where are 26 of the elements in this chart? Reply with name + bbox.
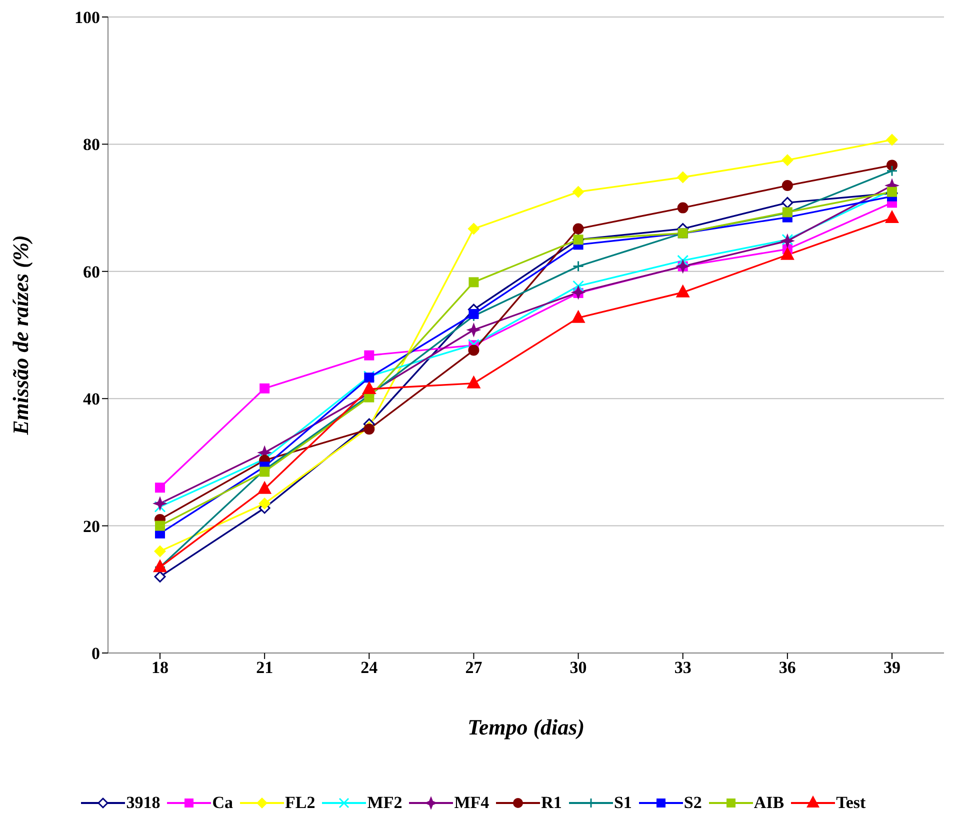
legend-label: S2 — [684, 793, 702, 813]
y-axis-title: Emissão de raízes (%) — [8, 235, 33, 436]
x-tick-label: 39 — [884, 658, 900, 678]
legend-label: FL2 — [285, 793, 316, 813]
x-tick-label: 30 — [570, 658, 587, 678]
legend-label: Ca — [212, 793, 234, 813]
legend-label: Test — [836, 793, 866, 813]
x-tick-label: 24 — [360, 658, 378, 678]
legend-label: 3918 — [126, 793, 160, 813]
x-axis-title: Tempo (dias) — [467, 714, 585, 740]
x-tick-label: 36 — [778, 658, 796, 678]
y-tick-label: 20 — [83, 516, 100, 536]
y-tick-label: 0 — [92, 644, 100, 664]
legend-label: S1 — [614, 793, 632, 813]
x-tick-label: 21 — [256, 658, 274, 678]
legend-label: MF2 — [367, 793, 402, 813]
y-tick-label: 40 — [83, 390, 100, 409]
legend-label: MF4 — [454, 793, 490, 813]
y-tick-label: 80 — [83, 135, 100, 154]
legend-label: AIB — [754, 793, 784, 813]
x-tick-label: 27 — [465, 658, 483, 678]
x-tick-label: 33 — [674, 658, 692, 678]
legend-label: R1 — [541, 793, 562, 813]
y-tick-label: 60 — [83, 262, 100, 282]
y-tick-label: 100 — [74, 8, 100, 28]
x-tick-label: 18 — [152, 658, 168, 678]
